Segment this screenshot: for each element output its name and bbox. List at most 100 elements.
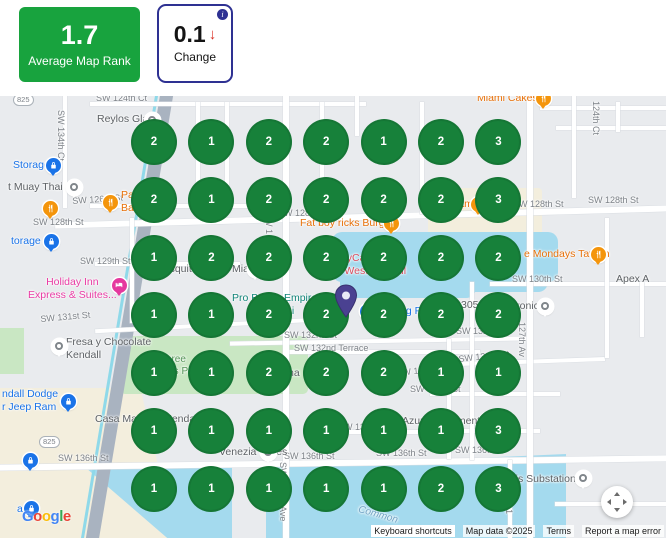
average-map-rank-value: 1.7 [60, 19, 99, 50]
rank-circle-r1c2[interactable]: 1 [188, 119, 235, 165]
park-area [0, 328, 24, 374]
rank-circle-r3c4[interactable]: 2 [303, 234, 350, 281]
rank-circle-r7c3[interactable]: 1 [245, 465, 292, 512]
street-label: 124th Ct [591, 101, 601, 136]
generic-poi-icon[interactable] [51, 338, 67, 357]
rank-circle-r4c2[interactable]: 1 [188, 292, 235, 339]
google-logo-letter: g [50, 508, 60, 525]
rank-circle-r6c7[interactable]: 3 [475, 408, 522, 454]
generic-poi-icon[interactable] [575, 470, 591, 489]
rank-circle-r5c1[interactable]: 1 [131, 350, 177, 397]
road [572, 96, 576, 198]
rank-circle-r6c1[interactable]: 1 [131, 408, 177, 454]
road [616, 102, 620, 132]
rank-circle-r6c2[interactable]: 1 [188, 408, 235, 454]
generic-poi-icon[interactable] [66, 179, 82, 198]
business-location-pin[interactable] [334, 284, 358, 318]
change-value-row: 0.1 ↓ [174, 23, 216, 46]
terms-link[interactable]: Terms [543, 525, 574, 537]
rank-circle-r5c7[interactable]: 1 [475, 350, 522, 397]
pan-arrows-icon [607, 492, 627, 512]
rank-circle-r1c1[interactable]: 2 [131, 119, 177, 165]
generic-poi-icon[interactable] [537, 298, 553, 317]
rank-circle-r1c6[interactable]: 2 [418, 119, 464, 165]
rank-circle-r2c7[interactable]: 3 [475, 176, 522, 223]
road [556, 126, 666, 130]
poi-label: torage [11, 235, 41, 247]
rank-circle-r2c1[interactable]: 2 [131, 176, 177, 223]
poi-label: Miami Cakes [477, 96, 538, 104]
rank-circle-r5c5[interactable]: 2 [360, 350, 407, 397]
place-label: Fresa y Chocolate Kendall [66, 336, 152, 361]
rank-circle-r4c3[interactable]: 2 [245, 292, 292, 339]
road [490, 282, 666, 286]
road [540, 106, 666, 110]
lock-poi-icon[interactable] [43, 233, 59, 252]
street-label: SW 131st St [40, 309, 91, 324]
map-canvas[interactable]: Google Keyboard shortcuts Map data ©2025… [0, 96, 666, 538]
lock-poi-icon[interactable] [22, 452, 38, 471]
hotel-poi-icon[interactable] [111, 277, 127, 296]
hotel-label: Holiday Inn Express & Suites... [28, 276, 117, 301]
lock-poi-icon[interactable] [60, 393, 76, 412]
road [470, 282, 474, 460]
place-label: t Muay Thai [8, 181, 63, 193]
street-label: SW 124th Ct [96, 96, 148, 103]
road [447, 339, 451, 459]
rank-circle-r1c5[interactable]: 1 [360, 119, 407, 165]
rank-circle-r7c1[interactable]: 1 [131, 465, 177, 512]
street-label: SW 130th St [512, 274, 563, 284]
restaurant-poi-icon[interactable] [535, 96, 551, 109]
google-logo[interactable]: Google [22, 508, 71, 525]
rank-circle-r4c6[interactable]: 2 [418, 292, 464, 339]
lock-poi-icon[interactable] [23, 500, 39, 519]
restaurant-poi-icon[interactable] [590, 246, 606, 265]
rank-circle-r1c3[interactable]: 2 [245, 119, 292, 165]
rank-circle-r3c6[interactable]: 2 [418, 234, 464, 281]
rank-circle-r3c3[interactable]: 2 [245, 234, 292, 281]
rank-circle-r5c6[interactable]: 1 [418, 350, 464, 397]
restaurant-poi-icon[interactable] [42, 200, 58, 219]
rank-circle-r7c6[interactable]: 2 [418, 465, 464, 512]
google-logo-letter: l [59, 508, 63, 525]
rank-circle-r3c5[interactable]: 2 [360, 234, 407, 281]
rank-circle-r5c2[interactable]: 1 [188, 350, 235, 397]
rank-circle-r1c7[interactable]: 3 [475, 119, 522, 165]
rank-circle-r4c7[interactable]: 2 [475, 292, 522, 339]
pan-control[interactable] [601, 486, 633, 518]
rank-circle-r2c5[interactable]: 2 [360, 176, 407, 223]
poi-label: Storage [13, 159, 50, 171]
rank-circle-r6c6[interactable]: 1 [418, 408, 464, 454]
rank-circle-r7c4[interactable]: 1 [303, 465, 350, 512]
rank-circle-r7c7[interactable]: 3 [475, 465, 522, 512]
change-label: Change [173, 50, 217, 64]
rank-circle-r6c3[interactable]: 1 [245, 408, 292, 454]
rank-circle-r3c2[interactable]: 2 [188, 234, 235, 281]
rank-circle-r4c5[interactable]: 2 [360, 292, 407, 339]
highway-shield: 825 [39, 436, 60, 448]
report-map-error-link[interactable]: Report a map error [581, 525, 664, 537]
lock-poi-icon[interactable] [45, 157, 61, 176]
rank-circle-r2c2[interactable]: 1 [188, 176, 235, 223]
rank-circle-r2c6[interactable]: 2 [418, 176, 464, 223]
average-map-rank-card: 1.7 Average Map Rank [19, 7, 140, 82]
road [527, 96, 533, 538]
rank-circle-r5c3[interactable]: 2 [245, 350, 292, 397]
rank-circle-r7c2[interactable]: 1 [188, 465, 235, 512]
rank-circle-r6c4[interactable]: 1 [303, 408, 350, 454]
rank-circle-r6c5[interactable]: 1 [360, 408, 407, 454]
rank-circle-r2c4[interactable]: 2 [303, 176, 350, 223]
google-logo-letter: o [33, 508, 42, 525]
map-attribution: Keyboard shortcuts Map data ©2025 Terms … [371, 525, 664, 537]
rank-circle-r7c5[interactable]: 1 [360, 465, 407, 512]
rank-circle-r5c4[interactable]: 2 [303, 350, 350, 397]
google-logo-letter: e [62, 508, 71, 525]
rank-circle-r4c1[interactable]: 1 [131, 292, 177, 339]
rank-circle-r3c7[interactable]: 2 [475, 234, 522, 281]
rank-circle-r2c3[interactable]: 2 [245, 176, 292, 223]
info-icon[interactable]: i [217, 9, 228, 20]
restaurant-poi-icon[interactable] [102, 194, 118, 213]
rank-circle-r1c4[interactable]: 2 [303, 119, 350, 165]
rank-circle-r3c1[interactable]: 1 [131, 234, 177, 281]
keyboard-shortcuts-link[interactable]: Keyboard shortcuts [371, 525, 455, 537]
